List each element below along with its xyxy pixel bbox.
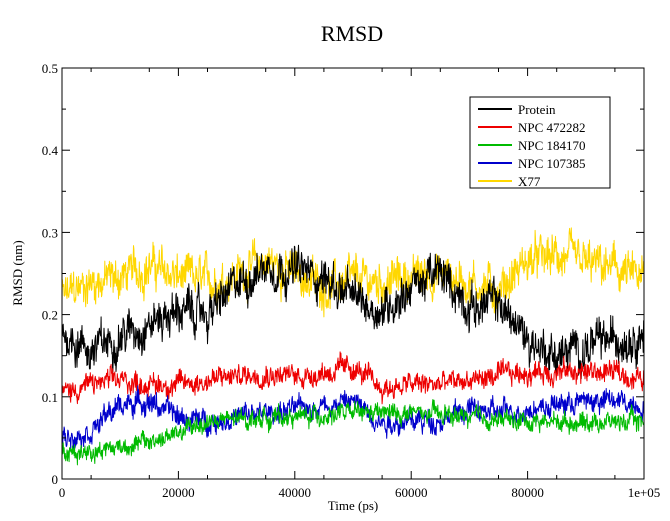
x-tick-label: 20000 — [162, 485, 195, 500]
y-axis-label: RMSD (nm) — [10, 240, 25, 305]
series-line-x77 — [61, 227, 645, 318]
x-tick-label: 40000 — [279, 485, 312, 500]
x-axis-label: Time (ps) — [328, 498, 378, 513]
y-tick-label: 0.3 — [42, 225, 58, 240]
series-line-npc-472282 — [61, 351, 645, 405]
x-tick-label: 60000 — [395, 485, 428, 500]
legend-label-npc-184170: NPC 184170 — [518, 138, 586, 153]
x-tick-label: 0 — [59, 485, 66, 500]
x-tick-label: 80000 — [511, 485, 544, 500]
chart-title: RMSD — [321, 21, 383, 46]
x-tick-label: 1e+05 — [628, 485, 661, 500]
series-layer — [61, 227, 645, 466]
series-line-npc-107385 — [61, 385, 645, 453]
axis-ticks: 0 20000 40000 60000 80000 1e+05 0 0.1 0.2 0.3 0.4 0… — [42, 61, 661, 500]
legend-label-npc-472282: NPC 472282 — [518, 120, 586, 135]
y-tick-label: 0 — [52, 472, 59, 487]
legend-box — [469, 96, 611, 189]
legend: Protein NPC 472282 NPC 184170 NPC 107385 X77 — [469, 96, 611, 189]
legend-label-x77: X77 — [518, 174, 541, 189]
y-tick-label: 0.2 — [42, 308, 58, 323]
y-tick-label: 0.1 — [42, 390, 58, 405]
series-line-protein — [61, 244, 645, 380]
series-line-npc-184170 — [61, 399, 645, 466]
legend-label-npc-107385: NPC 107385 — [518, 156, 586, 171]
y-tick-label: 0.5 — [42, 61, 58, 76]
y-tick-label: 0.4 — [42, 143, 59, 158]
legend-label-protein: Protein — [518, 102, 556, 117]
legend-items: Protein NPC 472282 NPC 184170 NPC 107385 X77 — [478, 102, 586, 189]
